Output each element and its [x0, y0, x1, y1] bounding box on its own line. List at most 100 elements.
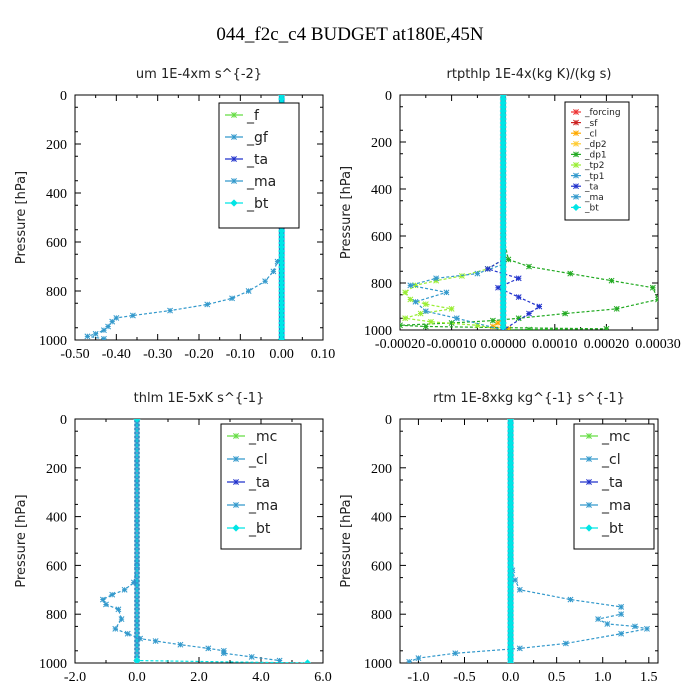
series-marker — [448, 319, 455, 326]
series-marker — [474, 270, 481, 277]
series-marker — [499, 119, 507, 127]
x-tick-label: 0.00020 — [584, 337, 630, 352]
y-tick-label: 1000 — [39, 334, 67, 349]
series-marker — [278, 267, 286, 275]
series-group — [400, 95, 658, 330]
series-marker — [506, 619, 515, 627]
y-tick-label: 200 — [371, 462, 392, 477]
series-marker — [274, 258, 281, 265]
series-marker — [499, 95, 507, 103]
series-marker — [448, 305, 455, 312]
series-marker — [608, 277, 615, 284]
series-marker — [506, 575, 515, 583]
legend-label: _ta — [248, 475, 270, 491]
series-ta-line — [486, 95, 541, 330]
x-tick-label: 4.0 — [252, 670, 270, 685]
series-marker — [499, 311, 507, 319]
x-tick-label: -0.00010 — [427, 337, 477, 352]
series-marker — [109, 318, 116, 325]
series-marker — [278, 291, 286, 299]
y-axis-label: Pressure [hPa] — [14, 494, 29, 587]
series-marker — [134, 560, 140, 566]
series-marker — [506, 471, 515, 479]
series-marker — [499, 171, 507, 179]
series-marker — [278, 271, 286, 279]
legend-label: _ta — [246, 152, 268, 168]
legend-label: _cl — [601, 452, 621, 468]
series-marker — [516, 586, 523, 593]
series-tp2-line — [404, 95, 504, 330]
series-marker — [99, 596, 106, 603]
series-marker — [506, 455, 515, 463]
y-tick-label: 1000 — [364, 657, 392, 672]
legend-marker — [231, 178, 237, 184]
series-marker — [506, 623, 515, 631]
series-marker — [499, 287, 507, 295]
panel-title: um 1E-4xm s^{-2} — [136, 67, 262, 82]
y-tick-label: 1000 — [364, 324, 392, 339]
series-marker — [134, 600, 140, 606]
x-tick-label: -0.5 — [453, 670, 475, 685]
series-marker — [499, 135, 507, 143]
series-marker — [499, 263, 507, 271]
series-marker — [100, 335, 107, 340]
legend-marker — [233, 433, 239, 439]
series-marker — [499, 111, 507, 119]
series-marker — [278, 231, 286, 239]
series-marker — [506, 507, 515, 515]
series-marker — [499, 319, 507, 327]
x-tick-label: 0.10 — [311, 347, 336, 362]
x-tick-label: 0.0 — [128, 670, 146, 685]
legend-label: _tp2 — [584, 161, 604, 171]
series-marker — [506, 511, 515, 519]
series-marker — [278, 283, 286, 291]
series-marker — [506, 591, 515, 599]
series-marker — [505, 256, 512, 263]
series-marker — [506, 611, 515, 619]
series-marker — [115, 606, 122, 613]
series-marker — [499, 211, 507, 219]
series-marker — [506, 595, 515, 603]
series-marker — [452, 650, 459, 657]
legend-label: _ta — [584, 182, 599, 192]
series-marker — [499, 243, 507, 251]
series-marker — [402, 315, 409, 322]
legend-label: _forcing — [584, 108, 621, 118]
series-marker — [134, 460, 140, 466]
y-tick-label: 800 — [371, 608, 392, 623]
series-marker — [506, 519, 515, 527]
series-marker — [499, 283, 507, 291]
series-marker — [499, 167, 507, 175]
x-tick-label: -0.20 — [184, 347, 213, 362]
series-marker — [278, 315, 286, 323]
legend-label: _mc — [601, 429, 630, 445]
legend-label: _sf — [584, 119, 598, 129]
legend: _mc _cl _ta _ma _bt — [573, 423, 655, 550]
series-marker — [152, 638, 159, 644]
series-marker — [499, 107, 507, 115]
y-tick-label: 800 — [46, 285, 67, 300]
series-marker — [499, 247, 507, 255]
series-marker — [204, 301, 211, 308]
series-marker — [499, 235, 507, 243]
x-tick-label: -0.30 — [143, 347, 172, 362]
series-marker — [499, 231, 507, 239]
x-tick-label: -0.50 — [60, 347, 89, 362]
series-marker — [506, 583, 515, 591]
series-marker — [278, 299, 286, 307]
series-marker — [506, 539, 515, 547]
series-marker — [499, 183, 507, 191]
series-marker — [443, 289, 450, 296]
legend-label: _ma — [246, 174, 276, 190]
y-tick-label: 600 — [371, 230, 392, 245]
series-marker — [499, 323, 507, 330]
series-marker — [526, 326, 532, 330]
series-marker — [499, 315, 507, 323]
series-marker — [526, 263, 532, 270]
series-marker — [506, 615, 515, 623]
series-marker — [506, 587, 515, 595]
series-marker — [506, 655, 515, 663]
series-marker — [109, 591, 116, 598]
legend-marker — [231, 112, 237, 118]
series-marker — [105, 323, 112, 330]
